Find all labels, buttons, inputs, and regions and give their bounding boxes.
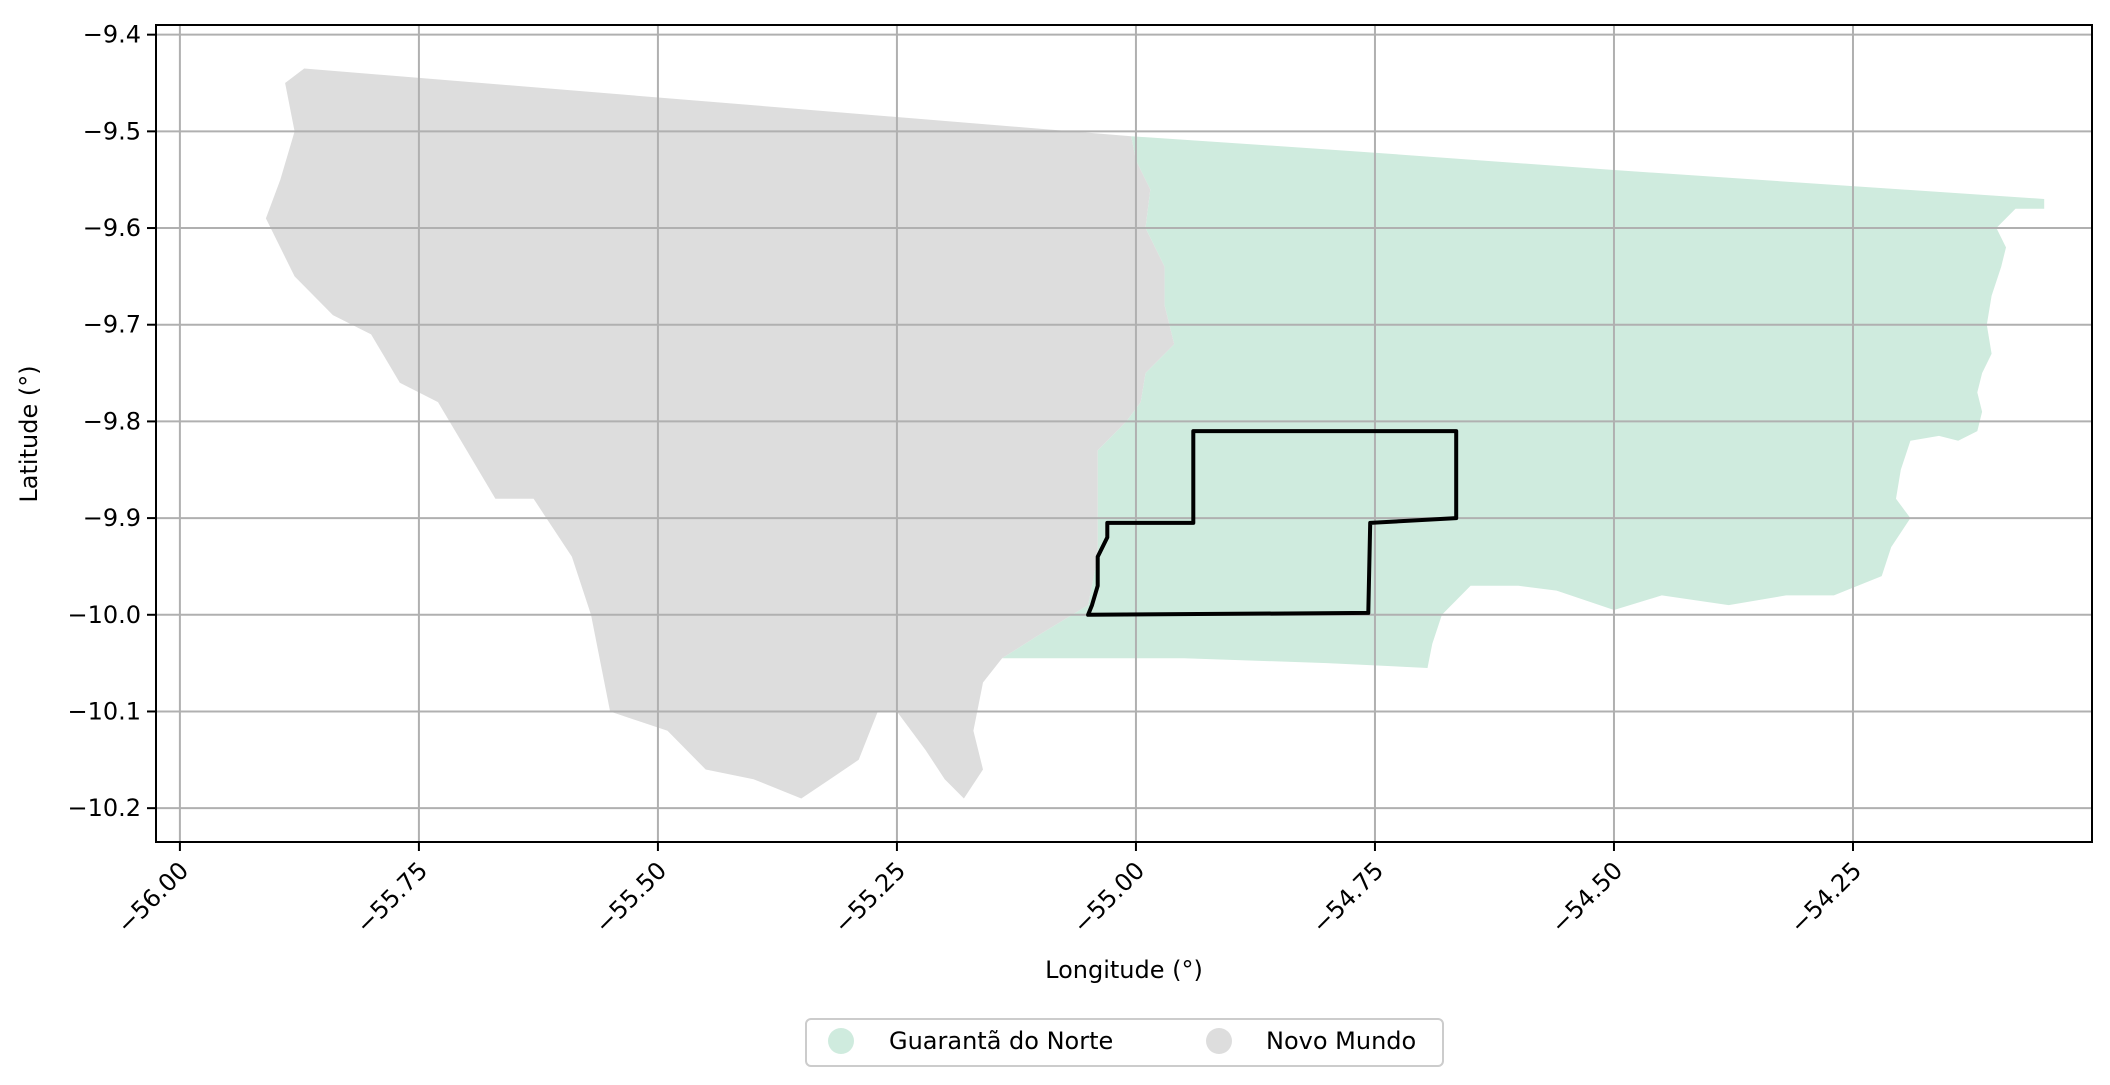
grid-layer	[156, 25, 2092, 842]
legend-box	[805, 1018, 1444, 1067]
x-tick-label: −54.50	[1546, 856, 1629, 939]
y-tick-label: −10.0	[67, 601, 141, 629]
x-tick-label: −54.25	[1785, 856, 1868, 939]
y-tick-label: −10.2	[67, 794, 141, 822]
x-tick-label: −55.25	[829, 856, 912, 939]
y-tick-label: −10.1	[67, 697, 141, 725]
axes-frame	[155, 24, 2093, 843]
x-tick-label: −54.75	[1307, 856, 1390, 939]
legend-marker-novo-mundo	[1206, 1028, 1232, 1054]
region-guaranta-do-norte	[1002, 136, 2045, 668]
y-tick-label: −9.7	[83, 311, 141, 339]
y-tick-label: −9.5	[83, 117, 141, 145]
legend-label-guaranta-do-norte: Guarantã do Norte	[889, 1027, 1113, 1055]
plot-area: −56.00 −55.75 −55.50 −55.25 −55.00 −54.75 −54.…	[67, 21, 2093, 939]
outline-layer	[1086, 429, 1459, 617]
regions-layer	[265, 68, 2045, 799]
y-tick-label: −9.6	[83, 214, 141, 242]
y-tick-label: −9.4	[83, 21, 141, 49]
boundary-outline	[1086, 429, 1459, 617]
x-tick-label: −55.00	[1068, 856, 1151, 939]
legend-marker-guaranta-do-norte	[828, 1028, 854, 1054]
x-tick-label: −56.00	[112, 856, 195, 939]
x-tick-label: −55.75	[351, 856, 434, 939]
legend: Guarantã do Norte Novo Mundo	[805, 1018, 1444, 1067]
y-tick-label: −9.8	[83, 407, 141, 435]
legend-label-novo-mundo: Novo Mundo	[1266, 1027, 1416, 1055]
y-axis-title: Latitude (°)	[15, 365, 43, 502]
y-tick-label: −9.9	[83, 504, 141, 532]
x-axis-title: Longitude (°)	[1045, 956, 1203, 984]
region-novo-mundo	[265, 68, 1175, 799]
x-tick-label: −55.50	[590, 856, 673, 939]
